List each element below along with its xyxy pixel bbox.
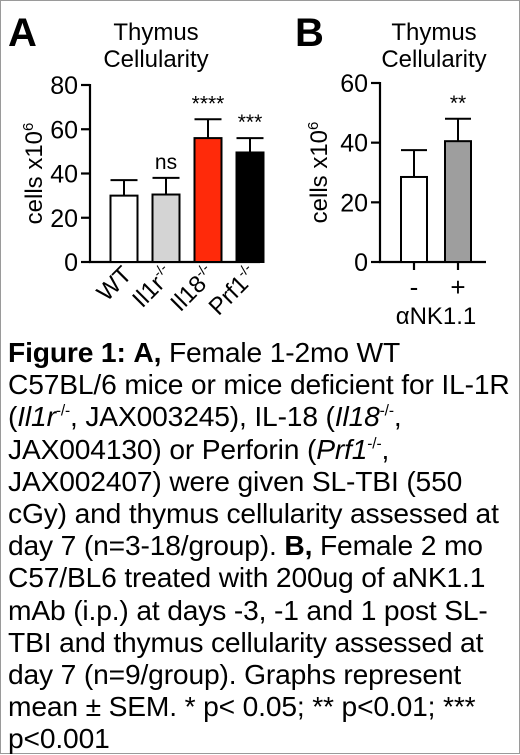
caption-a-text-1: Female 1-2mo WT C57BL/6 mice or mice def… xyxy=(8,336,510,433)
panel-a-y-tick-label: 80 xyxy=(50,72,78,100)
panel-b-x-tick-label: + xyxy=(450,272,465,302)
panel-b-x-tick-label: - xyxy=(410,272,419,302)
caption-gene-prf1: Prf1 xyxy=(316,432,368,465)
panel-b-x-axis-label: αNK1.1 xyxy=(396,303,477,330)
panel-a-significance-label: *** xyxy=(238,111,263,134)
panel-a-bar xyxy=(151,193,181,263)
panel-a-bar xyxy=(193,137,223,264)
panel-a-significance-label: **** xyxy=(192,92,225,115)
panel-a-x-tick-label: Prf1-/- xyxy=(202,260,263,321)
caption-a-text-4: , JAX002407) were given SL-TBI (550 cGy)… xyxy=(8,432,499,562)
caption-gene-il1r: Il1r xyxy=(17,400,56,433)
panel-a-y-tick-label: 0 xyxy=(64,249,78,277)
panel-b-y-tick-label: 20 xyxy=(340,189,368,217)
panel-b-title-line-2: Cellularity xyxy=(381,46,486,73)
panel-b-letter: B xyxy=(295,11,324,55)
caption-figure-label: Figure 1: xyxy=(8,336,126,368)
panel-b-y-tick-label: 60 xyxy=(340,70,368,98)
panel-a-title-line-1: Thymus xyxy=(113,19,198,46)
figure-caption: Figure 1: A, Female 1-2mo WT C57BL/6 mic… xyxy=(8,336,514,755)
panel-a-y-tick-label: 40 xyxy=(50,161,78,189)
caption-a-text-3: , JAX004130) or Perforin ( xyxy=(8,400,402,465)
caption-knockout-sup: -/- xyxy=(379,403,394,421)
panel-b-significance-label: ** xyxy=(450,92,466,115)
caption-a-label: A, xyxy=(133,336,162,368)
panel-b-y-tick-label: 40 xyxy=(340,130,368,158)
panel-a-y-axis-label: cells x106 xyxy=(20,123,48,225)
panel-a-y-tick-label: 20 xyxy=(50,205,78,233)
panel-a-title-line-2: Cellularity xyxy=(103,46,208,73)
panel-b-y-axis-label: cells x106 xyxy=(305,122,333,224)
panel-a-bar xyxy=(235,151,265,263)
panel-a-letter: A xyxy=(8,11,37,55)
panel-a-significance-label: ns xyxy=(155,151,177,174)
panel-b-bar xyxy=(444,140,472,263)
caption-b-label: B, xyxy=(284,529,313,562)
panel-b-title-line-1: Thymus xyxy=(391,19,476,46)
panel-a-bar xyxy=(109,194,139,263)
panel-a-y-tick-label: 60 xyxy=(50,116,78,144)
caption-knockout-sup: -/- xyxy=(367,435,382,453)
caption-b-text: Female 2 mo C57/BL6 treated with 200ug o… xyxy=(8,529,488,755)
panel-b-bar xyxy=(400,175,428,264)
caption-a-text-2: , JAX003245), IL-18 ( xyxy=(70,400,335,433)
panel-b-y-tick-label: 0 xyxy=(354,249,368,277)
panel-a-x-tick-label: WT xyxy=(92,261,138,307)
caption-gene-il18: Il18 xyxy=(334,400,380,433)
caption-knockout-sup: -/- xyxy=(55,403,70,421)
